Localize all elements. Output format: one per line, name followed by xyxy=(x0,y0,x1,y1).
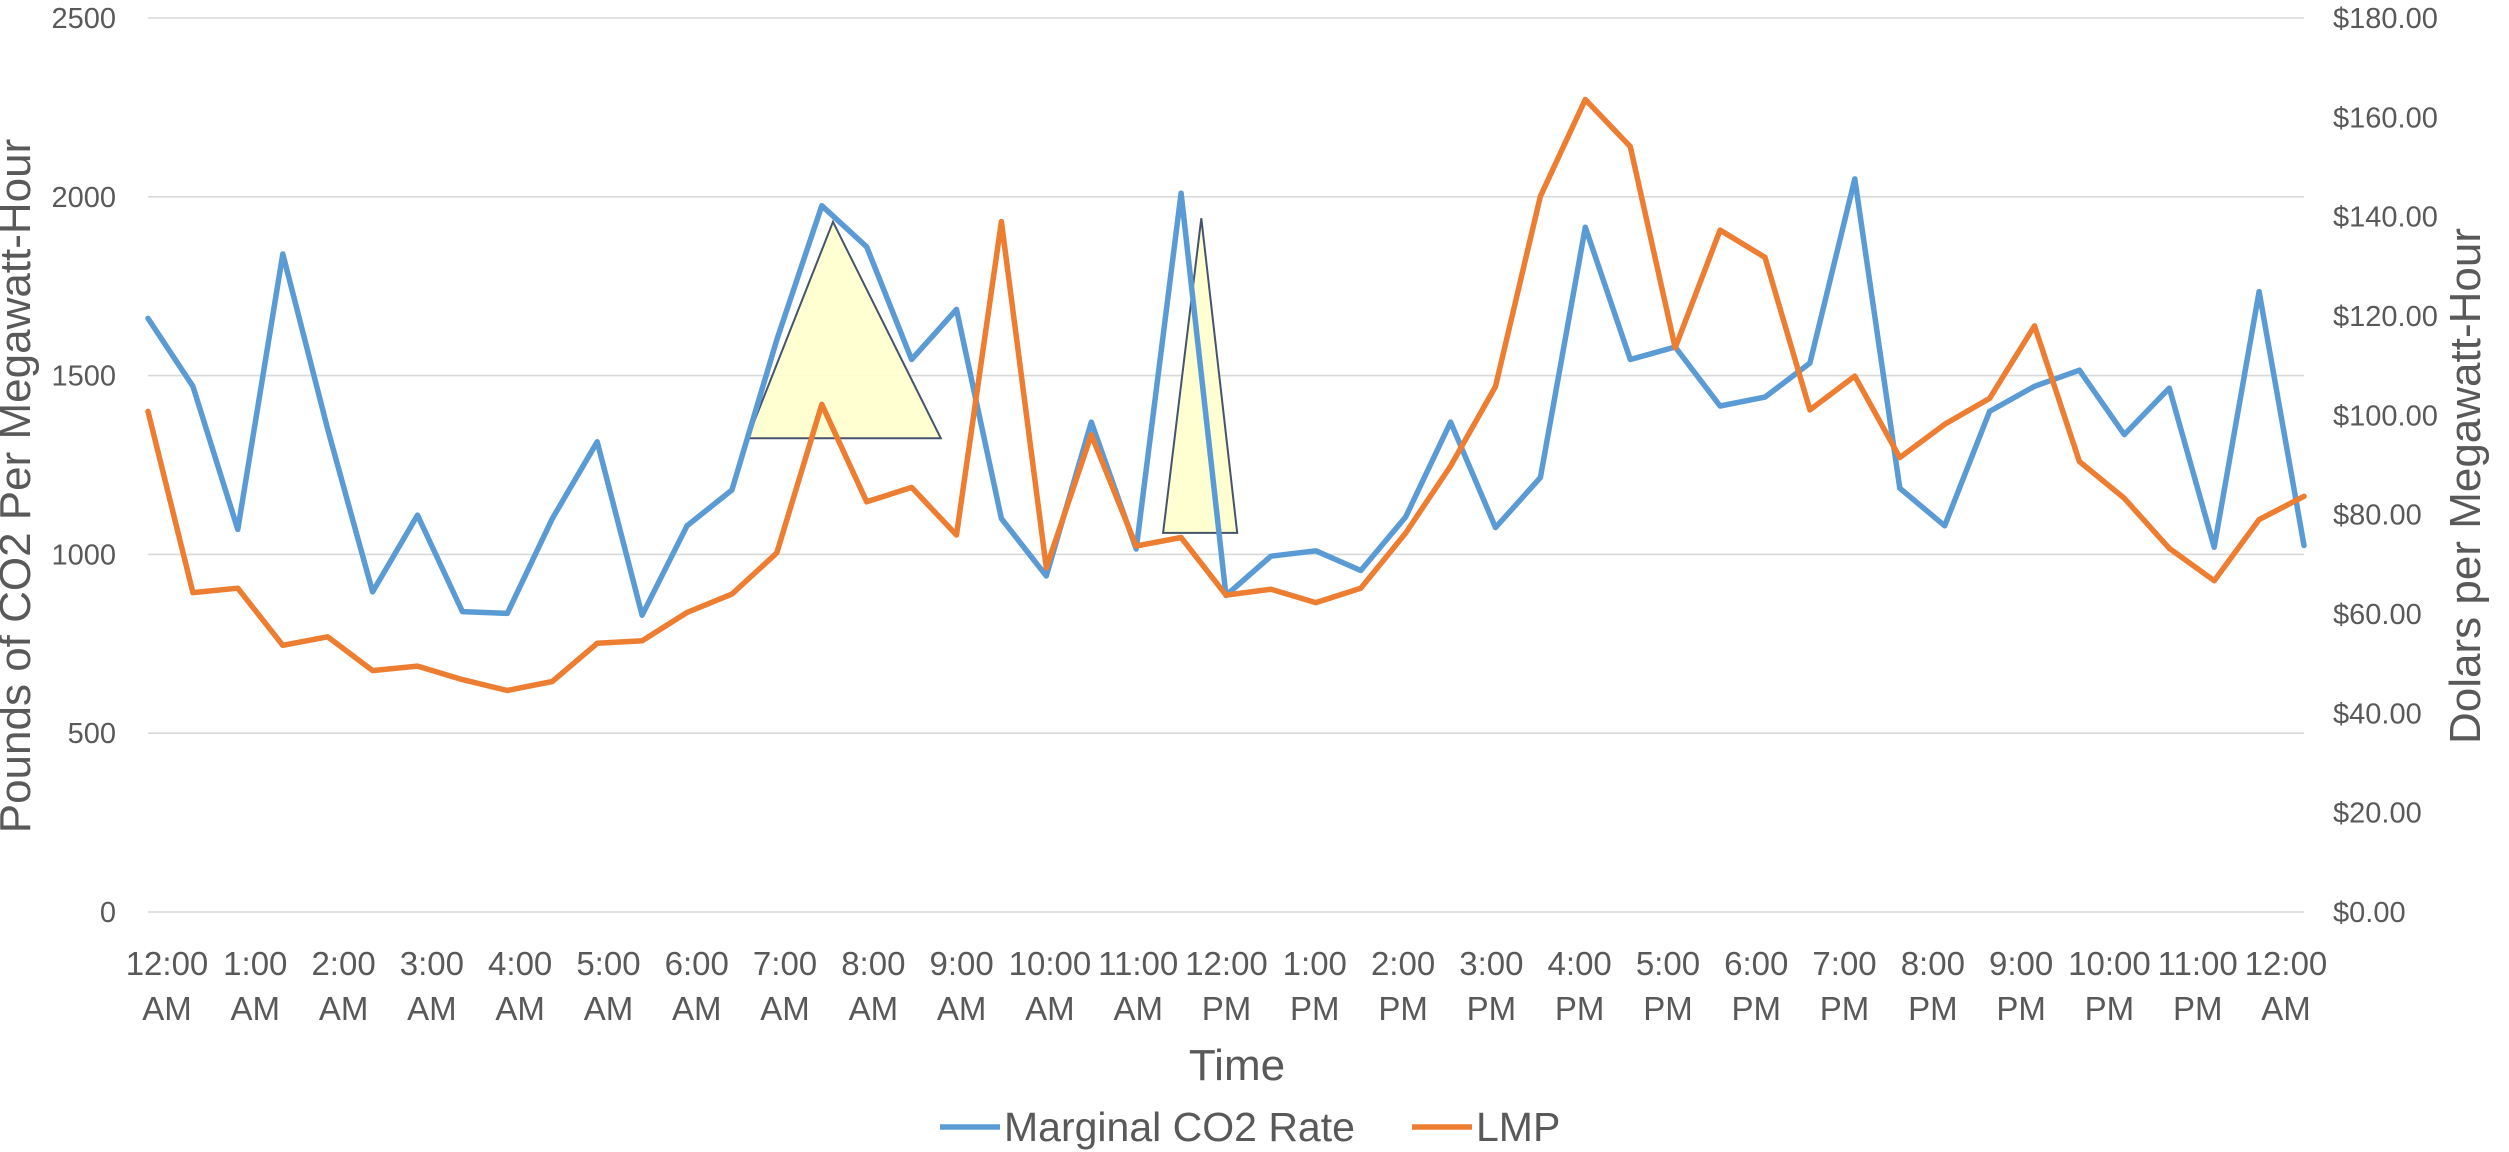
x-tick-label-period: AM xyxy=(407,990,457,1027)
x-tick-label-period: AM xyxy=(495,990,545,1027)
x-tick-label: 7:00 xyxy=(753,945,817,982)
x-tick-label-period: AM xyxy=(1025,990,1075,1027)
x-tick-label-period: PM xyxy=(1908,990,1958,1027)
x-tick-label: 3:00 xyxy=(1459,945,1523,982)
x-tick-label-period: PM xyxy=(1202,990,1252,1027)
y-right-tick-label: $80.00 xyxy=(2333,500,2422,532)
y-left-tick-label: 1000 xyxy=(51,539,116,571)
x-tick-label-period: AM xyxy=(760,990,810,1027)
x-tick-label-period: AM xyxy=(142,990,192,1027)
x-tick-label-period: PM xyxy=(1555,990,1605,1027)
x-tick-label-period: AM xyxy=(1113,990,1163,1027)
x-tick-label-period: PM xyxy=(1820,990,1870,1027)
x-tick-label-period: AM xyxy=(849,990,899,1027)
x-tick-label: 5:00 xyxy=(1636,945,1700,982)
y-axis-left-title: Pounds of CO2 Per Megawatt-Hour xyxy=(0,139,40,834)
x-tick-label: 12:00 xyxy=(1185,945,1268,982)
y-right-tick-label: $100.00 xyxy=(2333,400,2438,432)
x-tick-label: 2:00 xyxy=(311,945,375,982)
x-tick-label: 11:00 xyxy=(2158,945,2238,982)
x-tick-label-period: PM xyxy=(2085,990,2135,1027)
x-tick-label: 8:00 xyxy=(841,945,905,982)
x-tick-label: 6:00 xyxy=(665,945,729,982)
y-right-tick-label: $0.00 xyxy=(2333,897,2406,929)
x-tick-label: 7:00 xyxy=(1812,945,1876,982)
x-axis-ticks: 12:00 AM 1:00 AM 2:00 AM 3:00 AM 4:00 AM 5:00 AM 6:0… xyxy=(126,945,2328,1027)
y-left-tick-label: 0 xyxy=(100,897,116,929)
x-tick-label: 1:00 xyxy=(223,945,287,982)
y-right-tick-label: $60.00 xyxy=(2333,599,2422,631)
x-tick-label: 9:00 xyxy=(930,945,994,982)
x-tick-label-period: PM xyxy=(1732,990,1782,1027)
x-tick-label-period: PM xyxy=(2173,990,2223,1027)
series-line-marginal-co2-rate xyxy=(145,176,2307,618)
x-tick-label: 4:00 xyxy=(488,945,552,982)
legend-label-co2: Marginal CO2 Rate xyxy=(1004,1104,1355,1150)
y-right-tick-label: $20.00 xyxy=(2333,798,2422,830)
y-axis-left-ticks: 0 500 1000 1500 2000 2500 xyxy=(51,3,116,929)
x-tick-label: 10:00 xyxy=(1009,945,1092,982)
x-tick-label: 6:00 xyxy=(1724,945,1788,982)
y-axis-right-title: Dolars per Megawatt-Hour xyxy=(2441,228,2490,744)
y-right-tick-label: $40.00 xyxy=(2333,698,2422,730)
x-tick-label: 8:00 xyxy=(1901,945,1965,982)
x-tick-label-period: PM xyxy=(1467,990,1517,1027)
y-left-tick-label: 500 xyxy=(68,718,116,750)
x-tick-label: 2:00 xyxy=(1371,945,1435,982)
annotation-triangle xyxy=(746,219,943,440)
x-tick-label: 11:00 xyxy=(1098,945,1178,982)
x-tick-label-period: AM xyxy=(231,990,281,1027)
x-tick-label: 10:00 xyxy=(2068,945,2151,982)
x-tick-label: 4:00 xyxy=(1548,945,1612,982)
x-tick-label: 12:00 xyxy=(2245,945,2328,982)
y-right-tick-label: $180.00 xyxy=(2333,3,2438,35)
x-tick-label-period: PM xyxy=(1290,990,1340,1027)
gridlines xyxy=(148,17,2304,913)
x-tick-label-period: PM xyxy=(1996,990,2046,1027)
legend-label-lmp: LMP xyxy=(1476,1104,1560,1150)
y-axis-right-ticks: $0.00 $20.00 $40.00 $60.00 $80.00 $100.00 $120… xyxy=(2333,3,2438,929)
y-right-tick-label: $140.00 xyxy=(2333,202,2438,234)
x-axis-title: Time xyxy=(1189,1041,1285,1090)
x-tick-label-period: AM xyxy=(937,990,987,1027)
series-line-lmp xyxy=(145,96,2307,694)
y-left-tick-label: 2500 xyxy=(51,3,116,35)
x-tick-label-period: PM xyxy=(1378,990,1428,1027)
x-tick-label: 1:00 xyxy=(1283,945,1347,982)
y-right-tick-label: $120.00 xyxy=(2333,301,2438,333)
x-tick-label: 3:00 xyxy=(400,945,464,982)
x-tick-label: 12:00 xyxy=(126,945,209,982)
y-left-tick-label: 2000 xyxy=(51,182,116,214)
x-tick-label: 9:00 xyxy=(1989,945,2053,982)
y-left-tick-label: 1500 xyxy=(51,361,116,393)
x-tick-label: 5:00 xyxy=(576,945,640,982)
x-tick-label-period: AM xyxy=(319,990,369,1027)
x-tick-label-period: AM xyxy=(2261,990,2311,1027)
y-right-tick-label: $160.00 xyxy=(2333,102,2438,134)
series-lines xyxy=(145,96,2307,694)
legend: Marginal CO2 Rate LMP xyxy=(940,1104,1560,1150)
x-tick-label-period: PM xyxy=(1643,990,1693,1027)
x-tick-label-period: AM xyxy=(672,990,722,1027)
x-tick-label-period: AM xyxy=(584,990,634,1027)
